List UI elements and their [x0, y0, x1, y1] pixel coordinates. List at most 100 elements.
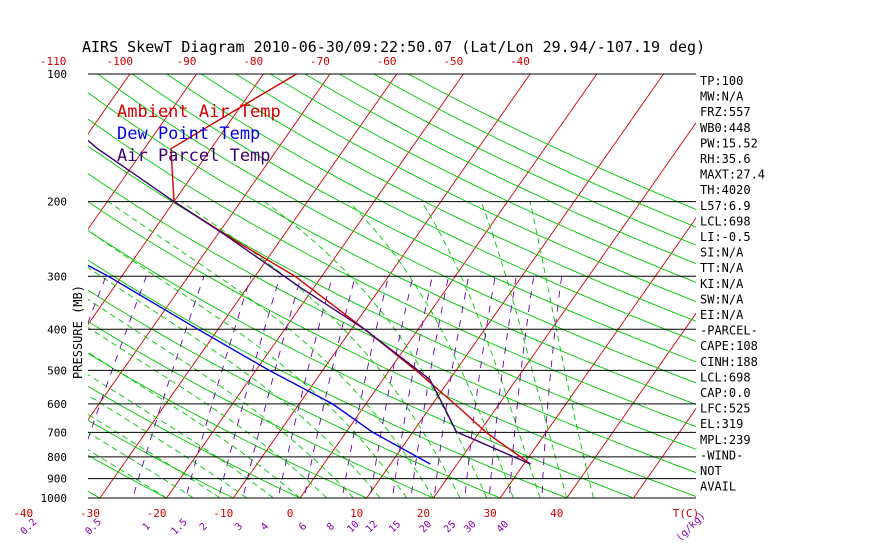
- isobars: [88, 73, 696, 499]
- isotherm-line: [299, 74, 598, 498]
- temp-tick-top: -60: [377, 55, 397, 68]
- index-line: LFC:525: [700, 402, 751, 416]
- mixing-ratio-line: [185, 276, 252, 498]
- dry-adiabat-line: [88, 118, 696, 428]
- dry-adiabat-line: [270, 74, 696, 283]
- index-line: FRZ:557: [700, 105, 751, 119]
- isotherm-line: [366, 74, 664, 498]
- mixing-ratio-line: [369, 276, 414, 498]
- mixing-ratio-line: [341, 276, 389, 498]
- index-line: MW:N/A: [700, 90, 744, 104]
- temp-tick-bottom: 40: [550, 507, 563, 520]
- index-line: -WIND-: [700, 448, 743, 462]
- pressure-tick-label: 600: [47, 398, 67, 411]
- index-line: NOT: [700, 464, 722, 478]
- dry-adiabat-line: [131, 74, 696, 363]
- index-line: EI:N/A: [700, 308, 744, 322]
- dry-adiabat-line: [88, 259, 569, 498]
- index-line: TP:100: [700, 74, 743, 88]
- pressure-tick-label: 500: [47, 364, 67, 377]
- pressure-tick-label: 700: [47, 426, 67, 439]
- dry-adiabat-line: [88, 172, 696, 474]
- dry-adiabat-line: [88, 92, 696, 405]
- temp-tick-bottom: 0: [287, 507, 294, 520]
- dry-adiabat-line: [88, 289, 502, 498]
- dry-adiabat-line: [88, 352, 368, 498]
- legend-entry: Ambient Air Temp: [117, 102, 281, 122]
- dry-adiabat-line: [88, 385, 302, 498]
- index-line: CINH:188: [700, 355, 758, 369]
- series-line-0: [170, 74, 531, 465]
- temp-tick-bottom: 10: [350, 507, 363, 520]
- index-line: CAPE:108: [700, 339, 758, 353]
- isotherm-line: [99, 74, 398, 498]
- index-line: MAXT:27.4: [700, 168, 765, 182]
- mixing-ratio-line: [218, 276, 281, 498]
- temp-tick-bottom: -30: [80, 507, 100, 520]
- series-lines: [88, 74, 531, 465]
- dry-adiabat-line: [166, 74, 696, 342]
- isotherm-line: [566, 312, 696, 498]
- isotherm-line: [632, 407, 696, 498]
- dry-adiabat-line: [235, 74, 696, 303]
- index-line: TT:N/A: [700, 261, 744, 275]
- moist-adiabat-line: [88, 449, 167, 498]
- temp-tick-top: -100: [107, 55, 134, 68]
- temp-tick-bottom: -40: [13, 507, 33, 520]
- x-axis-label: T(C): [673, 507, 700, 520]
- index-line: PW:15.52: [700, 136, 758, 150]
- temp-tick-top: -50: [443, 55, 463, 68]
- mixing-ratio-line: [410, 276, 449, 498]
- y-axis-label: PRESSURE (MB): [71, 285, 85, 379]
- index-line: WB0:448: [700, 121, 751, 135]
- chart-title: AIRS SkewT Diagram 2010-06-30/09:22:50.0…: [82, 38, 705, 56]
- index-line: -PARCEL-: [700, 324, 758, 338]
- pressure-tick-label: 1000: [41, 492, 68, 505]
- dry-adiabat-line: [88, 229, 635, 498]
- temp-tick-top: -80: [243, 55, 263, 68]
- index-line: KI:N/A: [700, 277, 744, 291]
- dry-adiabat-line: [88, 145, 696, 450]
- mixing-ratio-line: [277, 276, 333, 498]
- dry-adiabat-line: [88, 320, 435, 498]
- pressure-tick-label: 300: [47, 270, 67, 283]
- index-line: TH:4020: [700, 183, 751, 197]
- legend-entry: Dew Point Temp: [117, 124, 260, 144]
- legend-entry: Air Parcel Temp: [117, 146, 271, 166]
- dry-adiabat-line: [97, 74, 696, 384]
- isotherm-line: [88, 74, 264, 326]
- index-line: LCL:698: [700, 370, 751, 384]
- dry-adiabat-line: [201, 74, 696, 322]
- index-line: CAP:0.0: [700, 386, 751, 400]
- moist-adiabat-line: [181, 201, 461, 498]
- index-line: RH:35.6: [700, 152, 751, 166]
- index-line: SI:N/A: [700, 246, 744, 260]
- mixing-ratio-line: [433, 276, 470, 498]
- temp-tick-bottom: -20: [147, 507, 167, 520]
- moist-adiabat-line: [88, 374, 274, 498]
- pressure-tick-label: 800: [47, 451, 67, 464]
- index-line: AVAIL: [700, 480, 736, 494]
- isotherm-line: [88, 74, 197, 230]
- index-line: EL:319: [700, 417, 743, 431]
- index-line: L57:6.9: [700, 199, 751, 213]
- temp-tick-bottom: 20: [417, 507, 430, 520]
- pressure-tick-label: 200: [47, 196, 67, 209]
- pressure-tick-label: 400: [47, 323, 67, 336]
- index-line: SW:N/A: [700, 292, 744, 306]
- mixing-ratio-line: [132, 276, 205, 498]
- temp-tick-top: -90: [177, 55, 197, 68]
- series-line-1: [88, 264, 431, 465]
- dry-adiabat-line: [304, 74, 696, 265]
- mixing-ratio-line: [391, 276, 433, 498]
- mixing-ratio-line: [88, 276, 147, 441]
- temp-tick-bottom: 30: [483, 507, 496, 520]
- pressure-tick-label: 900: [47, 473, 67, 486]
- dry-adiabat-line: [88, 454, 168, 498]
- temp-tick-top: -110: [40, 55, 67, 68]
- moist-adiabat-line: [421, 201, 541, 498]
- temp-tick-top: -70: [310, 55, 330, 68]
- series-line-2: [88, 139, 531, 465]
